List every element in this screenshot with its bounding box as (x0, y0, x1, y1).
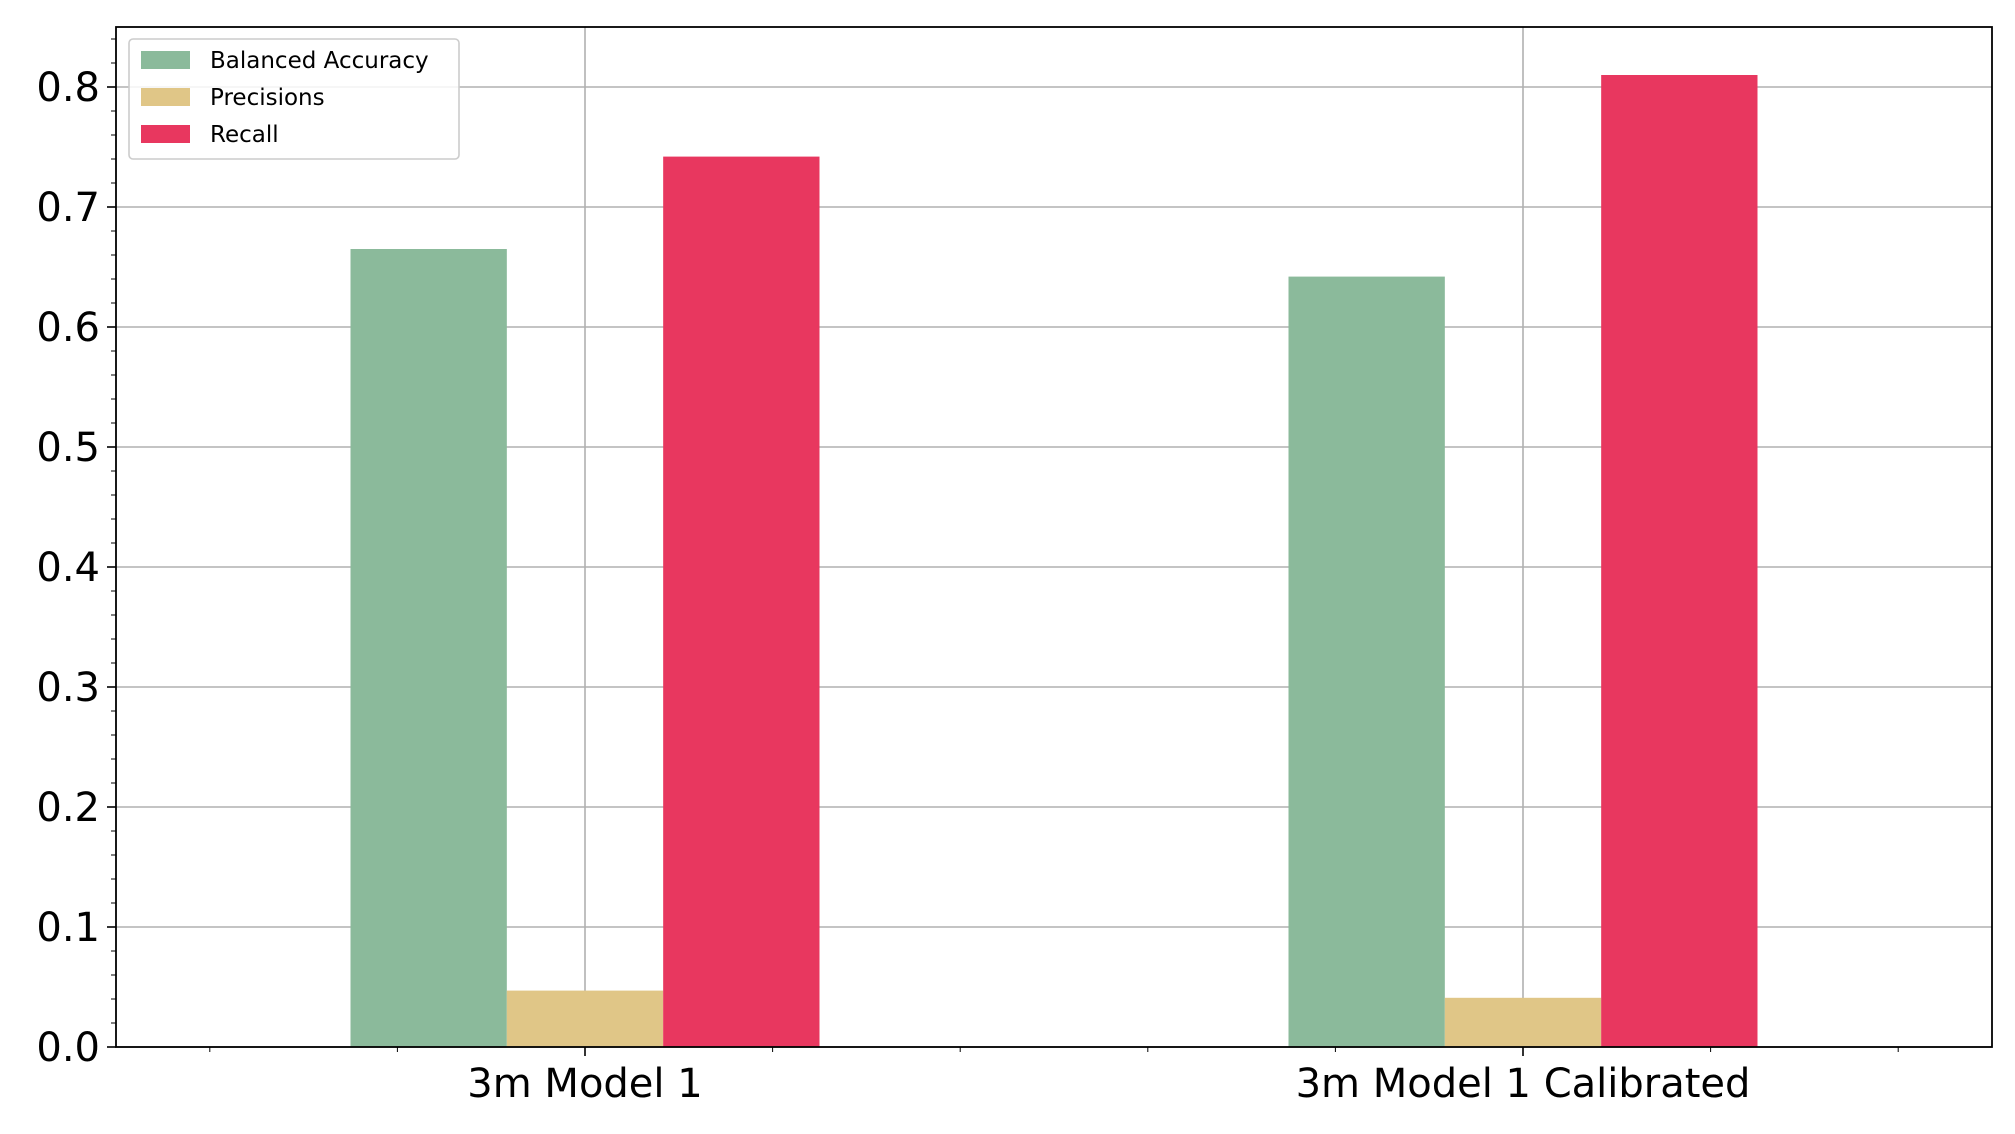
x-tick-label: 3m Model 1 (467, 1061, 702, 1107)
legend-swatch (141, 51, 190, 69)
x-axis: 3m Model 1 3m Model 1 Calibrated (209, 1047, 1899, 1107)
bar-precisions (1444, 997, 1602, 1047)
bar-recall (663, 156, 820, 1048)
legend: Balanced Accuracy Precisions Recall (128, 38, 460, 160)
y-tick-label: 0.7 (36, 185, 100, 231)
y-axis: 0.0 0.1 0.2 0.3 0.4 0.5 0.6 0.7 0.8 (36, 38, 116, 1071)
legend-swatch (141, 125, 190, 143)
y-tick-label: 0.8 (36, 65, 100, 111)
legend-label: Precisions (210, 85, 325, 111)
bar-precisions (506, 990, 664, 1047)
x-tick-label: 3m Model 1 Calibrated (1296, 1061, 1751, 1107)
y-tick-label: 0.6 (36, 305, 100, 351)
y-tick-label: 0.1 (36, 905, 100, 951)
y-tick-label: 0.3 (36, 665, 100, 711)
bars (350, 75, 1758, 1048)
y-tick-label: 0.0 (36, 1025, 100, 1071)
legend-swatch (141, 88, 190, 106)
legend-box (128, 38, 460, 160)
bar-recall (1601, 75, 1758, 1047)
bar-balanced-accuracy (1288, 276, 1445, 1048)
plot-frame (115, 26, 1993, 1048)
y-tick-label: 0.2 (36, 785, 100, 831)
legend-label: Recall (210, 122, 279, 148)
y-tick-label: 0.4 (36, 545, 100, 591)
y-tick-label: 0.5 (36, 425, 100, 471)
bar-balanced-accuracy (350, 249, 507, 1047)
legend-label: Balanced Accuracy (210, 48, 429, 74)
